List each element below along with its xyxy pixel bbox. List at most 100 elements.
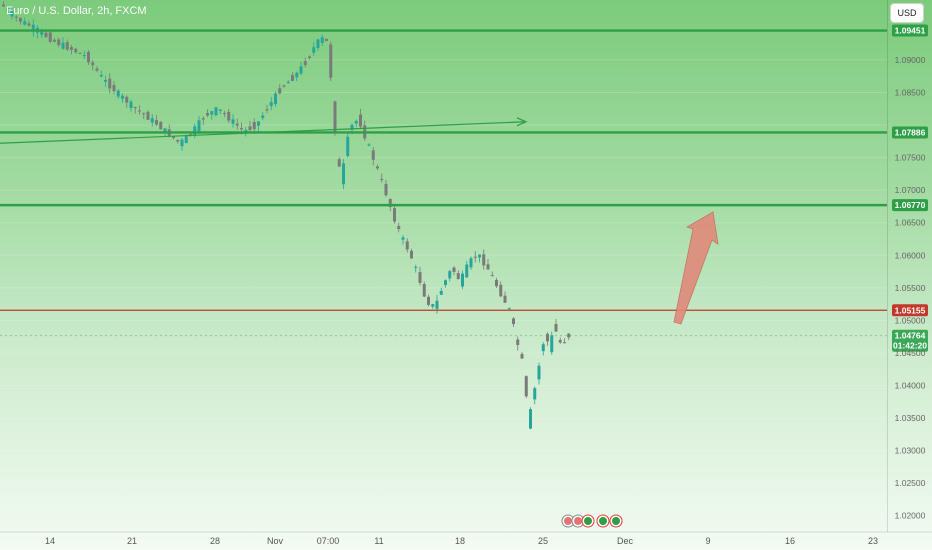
candle <box>380 173 384 183</box>
news-icon[interactable] <box>609 514 623 528</box>
candle <box>27 20 31 27</box>
candle-body <box>227 111 231 121</box>
candle-body <box>414 266 418 268</box>
time-axis-label: 11 <box>374 536 383 546</box>
candle-body <box>240 128 243 130</box>
candle-body <box>129 101 133 109</box>
candle-body <box>295 72 299 78</box>
candle-body <box>482 254 486 266</box>
candle-body <box>299 66 303 74</box>
earnings-icon[interactable] <box>561 514 575 528</box>
candle <box>265 104 269 114</box>
candle <box>410 248 413 259</box>
candle <box>104 75 107 87</box>
trend-line-arrowhead <box>516 117 528 127</box>
level-tag-label: 1.05155 <box>895 305 926 315</box>
candle-body <box>74 48 78 53</box>
price-axis-label: 1.07500 <box>895 153 926 163</box>
candle-body <box>265 109 269 111</box>
candle <box>439 287 443 296</box>
news-icon[interactable] <box>581 514 595 528</box>
candle-body <box>193 126 197 136</box>
candle <box>44 31 48 39</box>
current-price-label: 1.04764 <box>895 331 926 341</box>
candle <box>146 110 150 120</box>
currency-button[interactable]: USD <box>890 3 924 23</box>
price-axis-label: 1.05500 <box>895 283 926 293</box>
candle-body <box>333 101 337 134</box>
candle-body <box>244 129 248 133</box>
news-icon[interactable] <box>596 514 610 528</box>
candle-body <box>99 74 103 77</box>
candle-body <box>495 279 498 287</box>
candle-body <box>397 226 401 229</box>
candle-body <box>316 39 320 48</box>
candle-body <box>180 139 184 147</box>
candle-body <box>231 119 235 124</box>
candle <box>74 47 78 54</box>
candle-body <box>469 258 473 268</box>
candle-body <box>146 111 150 120</box>
time-axis-label: 25 <box>538 536 548 546</box>
candle-body <box>138 110 141 112</box>
price-axis-label: 1.04500 <box>895 348 926 358</box>
candle-body <box>346 136 350 156</box>
candle <box>333 100 337 136</box>
candle-body <box>82 55 86 57</box>
candle-body <box>87 51 90 63</box>
time-axis-label: 16 <box>785 536 795 546</box>
candle-body <box>40 31 44 35</box>
candle-body <box>91 62 95 66</box>
candle-body <box>223 113 226 115</box>
candle <box>14 15 18 22</box>
candle-body <box>269 102 273 107</box>
time-axis-label: 18 <box>455 536 465 546</box>
candle <box>282 84 286 88</box>
candle <box>23 17 27 26</box>
candle-body <box>367 144 371 146</box>
candle-body <box>325 38 328 41</box>
price-axis-label: 1.02000 <box>895 511 926 521</box>
candle-body <box>418 272 422 283</box>
candle <box>554 318 558 333</box>
candle <box>78 52 82 54</box>
candle-body <box>48 32 52 42</box>
candle <box>325 38 328 42</box>
candle <box>486 258 490 270</box>
candle-body <box>384 183 388 196</box>
candle <box>473 251 477 263</box>
candle <box>87 50 90 65</box>
candle-body <box>427 296 430 305</box>
candle <box>422 281 426 298</box>
candle-body <box>133 107 137 109</box>
candle <box>558 337 562 344</box>
level-tag-background <box>892 126 928 139</box>
candle-body <box>342 163 345 185</box>
candle <box>444 279 447 288</box>
candle <box>427 294 430 307</box>
level-tag-label: 1.07886 <box>895 127 926 137</box>
level-tag-label: 1.06770 <box>895 200 926 210</box>
candle <box>6 5 10 14</box>
candle-body <box>27 23 31 26</box>
candle <box>456 270 460 280</box>
candle <box>435 294 439 314</box>
candle <box>337 156 341 167</box>
candle-body <box>291 75 294 81</box>
candle-body <box>393 208 396 222</box>
candle <box>490 271 494 277</box>
candle <box>206 109 209 118</box>
candle-body <box>282 85 286 87</box>
candle-body <box>380 179 384 181</box>
candle <box>155 115 158 126</box>
candle <box>346 133 350 158</box>
candle <box>31 19 35 37</box>
candle-body <box>320 37 324 43</box>
candle <box>10 6 14 20</box>
price-axis-label: 1.03000 <box>895 446 926 456</box>
candle <box>286 80 290 84</box>
candle <box>384 179 388 197</box>
candle <box>431 303 435 309</box>
